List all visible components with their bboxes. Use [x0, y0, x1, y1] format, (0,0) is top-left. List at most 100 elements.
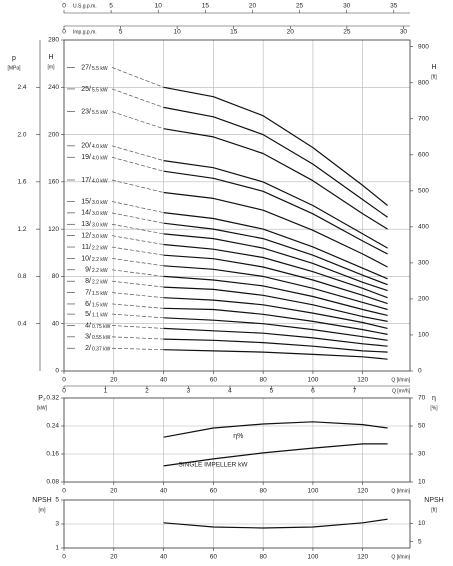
- y-axis-label: H: [48, 54, 53, 61]
- power-label: 2.2 kW: [92, 245, 108, 251]
- y-tick-label: 160: [48, 179, 59, 186]
- stage-label: 7/: [85, 289, 91, 296]
- y2-tick-label: 50: [418, 423, 426, 430]
- y2-tick-label: 30: [418, 451, 426, 458]
- leader-dashed: [111, 111, 164, 129]
- curve: [163, 286, 388, 322]
- leader-dashed: [111, 313, 164, 319]
- secondary-tick-label: 10: [155, 3, 163, 10]
- stage-label: 12/: [81, 233, 91, 240]
- pressure-axis-label: p: [12, 55, 16, 62]
- stage-label: 8/: [85, 278, 91, 285]
- curve: [163, 349, 388, 360]
- pressure-tick-label: 0.8: [17, 273, 26, 280]
- x-tick-label: 40: [160, 554, 168, 561]
- curve: [163, 160, 388, 249]
- power-label: 4.0 kW: [92, 178, 108, 184]
- curve-label: SINGLE IMPELLER kW: [179, 462, 249, 469]
- x-tick-label: 100: [307, 488, 318, 495]
- power-label: 1.5 kW: [92, 291, 108, 297]
- curve-label: η%: [233, 433, 243, 440]
- curve: [163, 222, 388, 286]
- leader-dashed: [111, 67, 164, 88]
- power-label: 3.0 kW: [92, 211, 108, 217]
- pressure-tick-label: 1.6: [17, 179, 26, 186]
- power-label: 5.5 kW: [92, 110, 108, 116]
- leader-dashed: [111, 280, 164, 288]
- x-tick-label: 40: [160, 377, 168, 384]
- curve: [163, 421, 388, 438]
- curve: [163, 307, 388, 335]
- x-tick-label: 40: [160, 488, 168, 495]
- x-tick-label: 80: [260, 554, 268, 561]
- power-label: 3.0 kW: [92, 223, 108, 229]
- x-tick-label: 60: [210, 488, 218, 495]
- curve: [163, 518, 388, 529]
- curve: [163, 254, 388, 305]
- leader-dashed: [111, 292, 164, 299]
- plot-frame: [63, 397, 411, 483]
- secondary-tick-label: 5: [109, 3, 113, 10]
- y2-tick-label: 100: [418, 332, 429, 339]
- curve: [163, 191, 388, 268]
- leader-dashed: [111, 269, 164, 277]
- y2-axis-label: H: [431, 64, 436, 71]
- stage-label: 6/: [85, 301, 91, 308]
- y-tick-label: 80: [52, 273, 60, 280]
- stage-label: 5/: [85, 311, 91, 318]
- secondary-tick-label: 7: [353, 388, 357, 395]
- stage-label: 2/: [85, 345, 91, 352]
- stage-label: 27/: [81, 64, 91, 71]
- secondary-axis-label: Imp.g.p.m.: [73, 29, 97, 35]
- y-axis-unit: [kW]: [37, 405, 48, 411]
- curve: [163, 170, 388, 255]
- plot-frame: [63, 39, 411, 372]
- stage-label: 23/: [81, 109, 91, 116]
- leader-dashed: [111, 156, 164, 172]
- y-tick-label: 280: [48, 37, 59, 44]
- x-tick-label: 20: [110, 488, 118, 495]
- y-tick-label: 0.24: [46, 423, 59, 430]
- power-label: 3.0 kW: [92, 234, 108, 240]
- secondary-tick-label: 0: [62, 29, 66, 36]
- curve: [163, 297, 388, 329]
- y2-axis-unit: [ft]: [431, 507, 437, 513]
- secondary-axis-label: Q [m³/h]: [392, 388, 411, 394]
- power-label: 3.0 kW: [92, 200, 108, 206]
- curve: [163, 86, 388, 206]
- secondary-tick-label: 30: [400, 29, 408, 36]
- stage-label: 25/: [81, 86, 91, 93]
- stage-label: 3/: [85, 334, 91, 341]
- y-tick-label: 200: [48, 131, 59, 138]
- y2-tick-label: 900: [418, 43, 429, 50]
- stage-label: 20/: [81, 143, 91, 150]
- x-tick-label: 60: [210, 554, 218, 561]
- secondary-tick-label: 15: [230, 29, 238, 36]
- y2-tick-label: 300: [418, 260, 429, 267]
- x-tick-label: 20: [110, 377, 118, 384]
- x-axis-label: Q [l/min]: [391, 488, 410, 494]
- x-tick-label: 80: [260, 488, 268, 495]
- leader-dashed: [111, 235, 164, 245]
- stage-label: 17/: [81, 177, 91, 184]
- pressure-tick-label: 0.4: [17, 320, 26, 327]
- curve: [163, 106, 388, 218]
- stage-label: 15/: [81, 198, 91, 205]
- power-label: 2.2 kW: [92, 280, 108, 286]
- leader-dashed: [111, 246, 164, 256]
- x-tick-label: 120: [357, 377, 368, 384]
- power-label: 1.1 kW: [92, 312, 108, 318]
- x-tick-label: 60: [210, 377, 218, 384]
- power-label: 0.37 kW: [92, 347, 111, 353]
- stage-label: 10/: [81, 255, 91, 262]
- y-tick-label: 0.32: [46, 395, 59, 402]
- x-tick-label: 0: [62, 488, 66, 495]
- secondary-tick-label: 35: [390, 3, 398, 10]
- curve: [163, 327, 388, 347]
- y-tick-label: 120: [48, 226, 59, 233]
- y-tick-label: 5: [55, 497, 59, 504]
- power-label: 2.2 kW: [92, 257, 108, 263]
- power-label: 4.0 kW: [92, 156, 108, 162]
- y2-tick-label: 400: [418, 224, 429, 231]
